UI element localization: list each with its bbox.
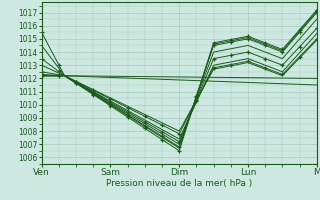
X-axis label: Pression niveau de la mer( hPa ): Pression niveau de la mer( hPa ) bbox=[106, 179, 252, 188]
